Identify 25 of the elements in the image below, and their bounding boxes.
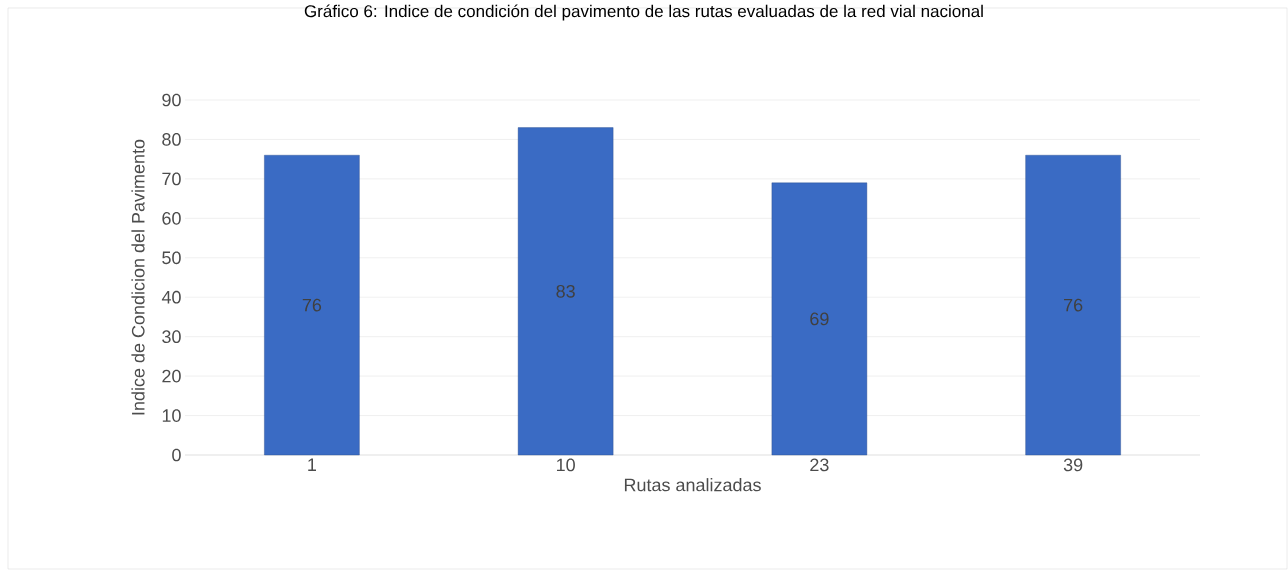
y-tick-label: 60 [162,211,181,225]
bar [1025,155,1121,456]
bar [771,182,868,456]
y-tick-label: 20 [162,369,181,383]
x-tick-label: 10 [556,458,575,472]
y-tick-label: 0 [172,448,181,462]
y-tick-label: 30 [162,330,181,344]
data-label: 76 [1064,298,1083,312]
x-axis-title: Rutas analizadas [624,478,761,492]
chart-title: Gráfico 6: Indice de condición del pavimento de las rutas evaluadas de la red vial nacional [304,4,983,21]
data-label: 83 [556,284,575,298]
y-tick-label: 50 [162,251,181,265]
y-axis-title: Indice de Condicion del Pavimento [131,139,145,415]
data-label: 69 [810,312,829,326]
data-label: 76 [302,298,322,312]
y-tick-label: 40 [161,290,181,304]
x-tick-label: 23 [810,458,829,472]
y-tick-label: 10 [162,409,181,422]
bar [264,155,360,456]
x-tick-label: 39 [1063,458,1083,472]
bar [517,127,614,456]
y-tick-label: 70 [162,172,181,186]
y-tick-label: 90 [162,93,181,107]
x-tick-label: 1 [308,458,316,471]
y-tick-label: 80 [162,133,181,146]
